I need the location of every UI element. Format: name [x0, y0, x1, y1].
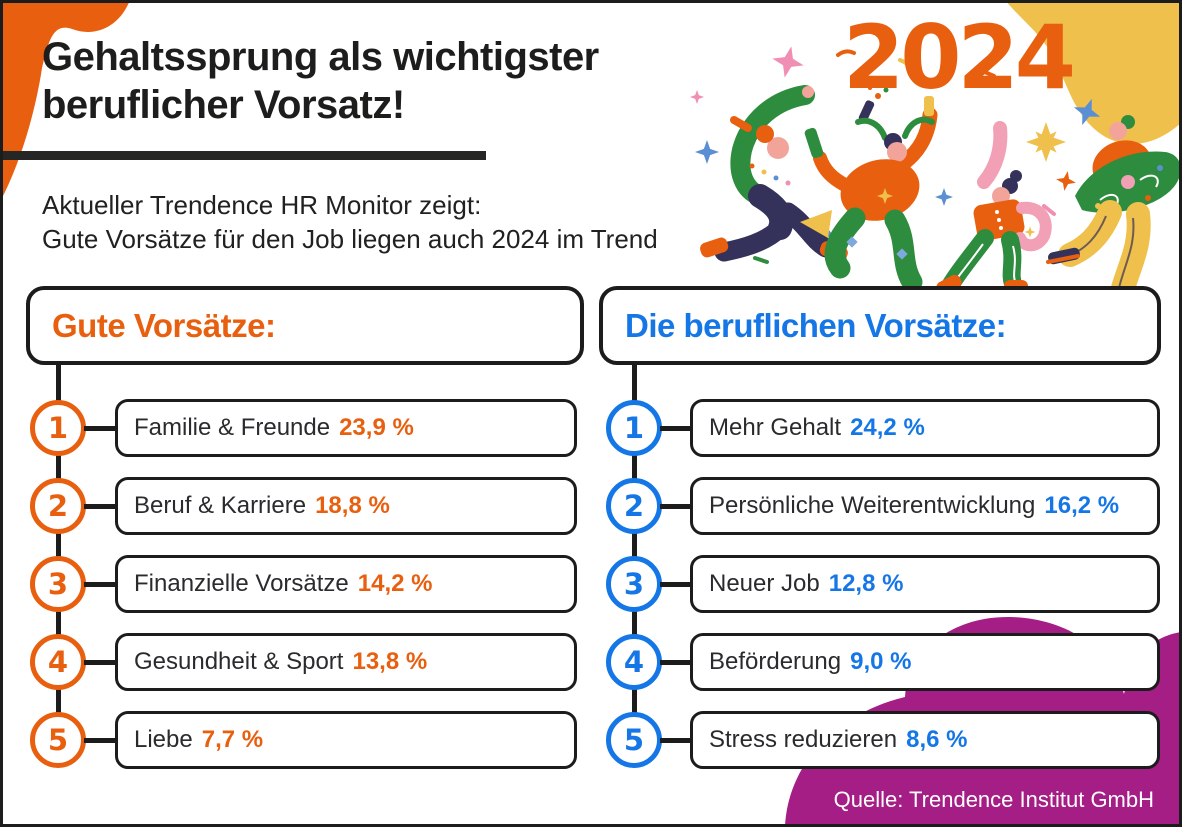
connector-line	[84, 504, 116, 509]
resolution-value: 14,2 %	[357, 570, 433, 597]
resolution-value: 12,8 %	[828, 570, 904, 597]
connector-line	[660, 426, 691, 431]
resolution-item: Beruf & Karriere 18,8 %	[115, 477, 577, 535]
connector-line	[56, 363, 61, 740]
subtitle-line1: Aktueller Trendence HR Monitor zeigt:	[42, 190, 482, 220]
resolution-item: Finanzielle Vorsätze 14,2 %	[115, 555, 577, 613]
page-title-line1: Gehaltssprung als wichtigster	[42, 35, 599, 79]
rank-badge: 5	[30, 712, 86, 768]
resolution-label: Gesundheit & Sport	[134, 648, 344, 675]
resolution-label: Mehr Gehalt	[709, 414, 842, 441]
rank-row: 4 Beförderung 9,0 %	[0, 633, 1182, 691]
source-credit: Quelle: Trendence Institut GmbH	[833, 787, 1154, 812]
rank-badge: 1	[30, 400, 86, 456]
rank-badge: 3	[606, 556, 662, 612]
resolution-value: 7,7 %	[201, 726, 264, 753]
rank-badge: 5	[606, 712, 662, 768]
resolution-item: Stress reduzieren 8,6 %	[690, 711, 1160, 769]
page-title: Gehaltssprung als wichtigster berufliche…	[42, 33, 599, 129]
column-header-general: Gute Vorsätze:	[26, 286, 584, 365]
column-header-label: Die beruflichen Vorsätze:	[625, 306, 1007, 344]
column-header-professional: Die beruflichen Vorsätze:	[599, 286, 1161, 365]
connector-line	[84, 582, 116, 587]
page-title-line2: beruflicher Vorsatz!	[42, 83, 405, 127]
resolution-item: Liebe 7,7 %	[115, 711, 577, 769]
corner-blob-orange	[0, 0, 130, 202]
connector-line	[660, 738, 691, 743]
resolution-value: 8,6 %	[906, 726, 968, 753]
resolution-item: Neuer Job 12,8 %	[690, 555, 1160, 613]
resolution-label: Liebe	[134, 726, 193, 753]
column-header-label: Gute Vorsätze:	[52, 306, 276, 344]
connector-line	[84, 738, 116, 743]
subtitle-line2: Gute Vorsätze für den Job liegen auch 20…	[42, 224, 658, 254]
rank-badge: 2	[606, 478, 662, 534]
connector-line	[660, 660, 691, 665]
connector-line	[632, 363, 637, 740]
dancer-figure-3	[936, 121, 1052, 296]
resolution-label: Beruf & Karriere	[134, 492, 307, 519]
resolution-item: Persönliche Weiterentwicklung 16,2 %	[690, 477, 1160, 535]
rank-badge: 4	[30, 634, 86, 690]
resolution-item: Beförderung 9,0 %	[690, 633, 1160, 691]
resolution-label: Beförderung	[709, 648, 842, 675]
title-underline-bar	[0, 151, 486, 160]
connector-line	[84, 426, 116, 431]
resolution-item: Gesundheit & Sport 13,8 %	[115, 633, 577, 691]
rank-badge: 1	[606, 400, 662, 456]
subtitle: Aktueller Trendence HR Monitor zeigt: Gu…	[42, 188, 658, 256]
resolution-value: 18,8 %	[315, 492, 390, 519]
dancer-figure-2	[800, 86, 938, 293]
resolution-value: 13,8 %	[352, 648, 428, 675]
connector-line	[660, 504, 691, 509]
rank-row: 3 Finanzielle Vorsätze 14,2 %	[0, 555, 1182, 613]
rank-row: 3 Neuer Job 12,8 %	[0, 555, 1182, 613]
resolution-label: Persönliche Weiterentwicklung	[709, 492, 1036, 519]
rank-row: 1 Mehr Gehalt 24,2 %	[0, 399, 1182, 457]
corner-blob-yellow	[1005, 0, 1182, 145]
resolution-label: Familie & Freunde	[134, 414, 331, 441]
year-label: 2024	[843, 6, 1076, 109]
rank-row: 2 Persönliche Weiterentwicklung 16,2 %	[0, 477, 1182, 535]
rank-badge: 3	[30, 556, 86, 612]
rank-row: 2 Beruf & Karriere 18,8 %	[0, 477, 1182, 535]
resolution-label: Finanzielle Vorsätze	[134, 570, 349, 597]
resolution-value: 9,0 %	[850, 648, 912, 675]
resolution-value: 24,2 %	[850, 414, 925, 441]
rank-badge: 2	[30, 478, 86, 534]
resolution-item: Familie & Freunde 23,9 %	[115, 399, 577, 457]
rank-row: 5 Stress reduzieren 8,6 %	[0, 711, 1182, 769]
connector-line	[660, 582, 691, 587]
connector-line	[84, 660, 116, 665]
resolution-item: Mehr Gehalt 24,2 %	[690, 399, 1160, 457]
resolution-label: Stress reduzieren	[709, 726, 898, 753]
resolution-value: 23,9 %	[339, 414, 414, 441]
rank-row: 1 Familie & Freunde 23,9 %	[0, 399, 1182, 457]
rank-row: 5 Liebe 7,7 %	[0, 711, 1182, 769]
dancer-figure-4	[1046, 115, 1181, 304]
rank-badge: 4	[606, 634, 662, 690]
rank-row: 4 Gesundheit & Sport 13,8 %	[0, 633, 1182, 691]
resolution-value: 16,2 %	[1044, 492, 1120, 519]
resolution-label: Neuer Job	[709, 570, 820, 597]
